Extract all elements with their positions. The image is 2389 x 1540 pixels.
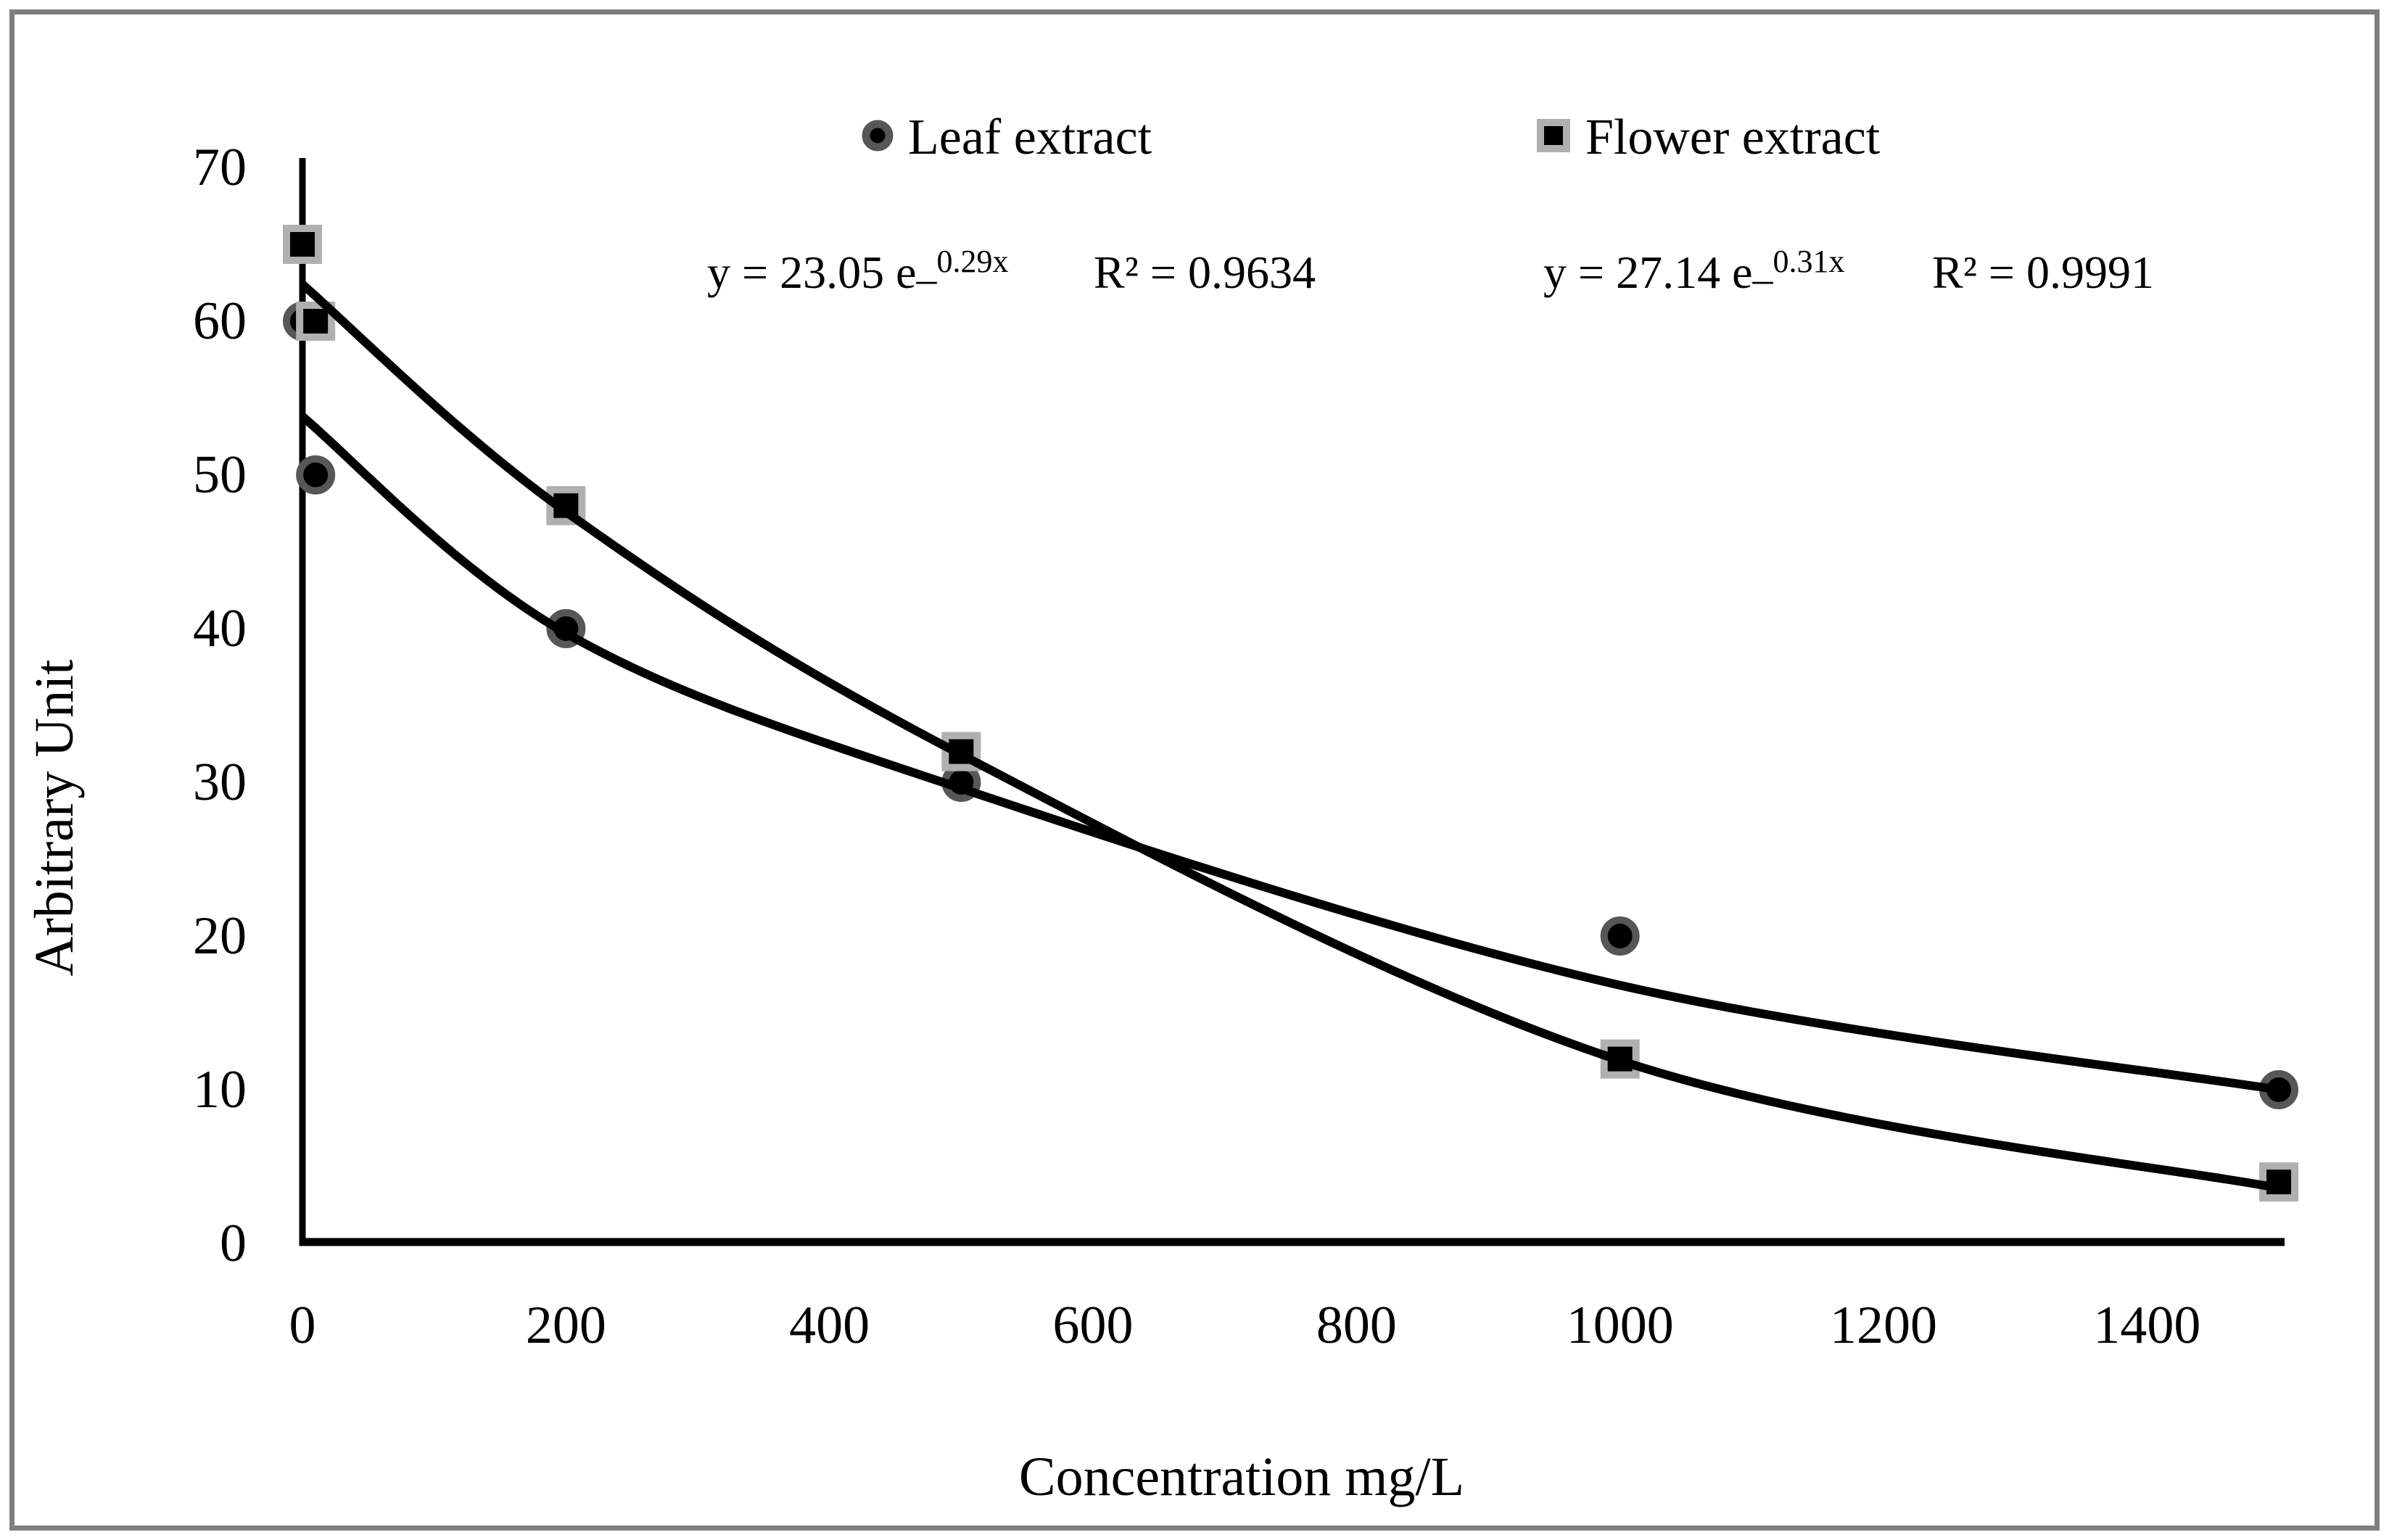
y-tick-label: 50 bbox=[193, 445, 247, 505]
y-tick-label: 10 bbox=[193, 1060, 247, 1119]
x-tick-label: 400 bbox=[789, 1296, 870, 1355]
data-point-leaf bbox=[1600, 916, 1640, 956]
y-axis-tick-labels: 0 10 20 30 40 50 60 70 bbox=[193, 138, 247, 1273]
x-tick-label: 800 bbox=[1316, 1296, 1397, 1355]
x-tick-label: 1400 bbox=[2093, 1296, 2200, 1355]
legend: Leaf extract Flower extract bbox=[862, 109, 1881, 165]
x-tick-label: 200 bbox=[526, 1296, 606, 1355]
x-axis-tick-labels: 0 200 400 600 800 1000 1200 1400 bbox=[289, 1296, 2201, 1355]
x-tick-label: 600 bbox=[1053, 1296, 1134, 1355]
data-point-leaf bbox=[296, 455, 336, 494]
x-tick-label: 0 bbox=[289, 1296, 316, 1355]
x-tick-label: 1200 bbox=[1830, 1296, 1937, 1355]
legend-leaf-label: Leaf extract bbox=[908, 109, 1152, 165]
x-tick-label: 1000 bbox=[1567, 1296, 1674, 1355]
chart-border bbox=[9, 9, 2380, 1531]
y-tick-label: 20 bbox=[193, 906, 247, 966]
y-tick-label: 70 bbox=[193, 138, 247, 197]
data-point-flower bbox=[283, 225, 322, 264]
leaf-trendline-equation: y = 23.05 e–0.29x bbox=[707, 244, 1009, 302]
y-tick-label: 60 bbox=[193, 291, 247, 351]
y-tick-label: 30 bbox=[193, 753, 247, 812]
legend-leaf-marker-icon bbox=[862, 120, 894, 152]
legend-flower-marker-icon bbox=[1537, 119, 1570, 152]
trendline-leaf bbox=[300, 413, 2279, 1094]
legend-flower-label: Flower extract bbox=[1585, 109, 1881, 165]
y-tick-label: 0 bbox=[220, 1214, 247, 1273]
y-tick-label: 40 bbox=[193, 599, 247, 658]
leaf-r-squared: R² = 0.9634 bbox=[1094, 247, 1316, 298]
y-axis-title: Arbitrary Unit bbox=[24, 660, 85, 977]
trendlines bbox=[300, 281, 2280, 1193]
trendline-flower bbox=[300, 281, 2280, 1193]
equations: y = 23.05 e–0.29x R² = 0.9634 y = 27.14 … bbox=[707, 244, 2154, 302]
x-axis-title: Concentration mg/L bbox=[1019, 1446, 1464, 1507]
flower-trendline-equation: y = 27.14 e–0.31x bbox=[1543, 244, 1845, 302]
leaf-extract-points bbox=[283, 302, 2299, 1109]
flower-r-squared: R² = 0.9991 bbox=[1932, 247, 2154, 298]
